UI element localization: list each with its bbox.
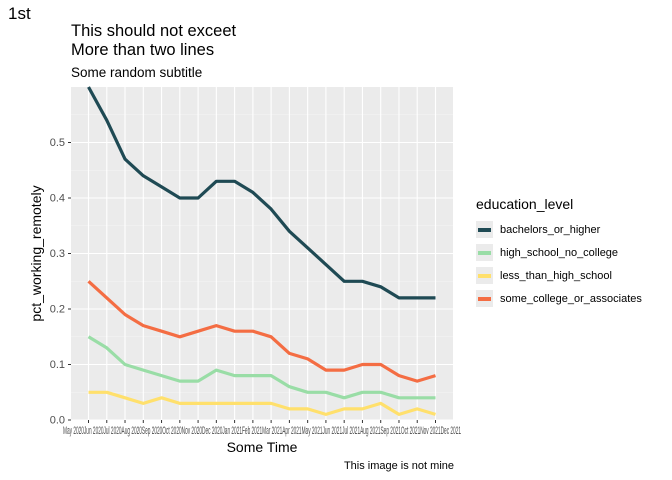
legend-line-swatch [478, 274, 491, 278]
legend-key [476, 290, 493, 307]
legend-items: bachelors_or_higher high_school_no_colleg… [476, 218, 642, 310]
x-axis-title: Some Time [227, 439, 298, 455]
y-tick-label: 0.4 [50, 193, 65, 205]
legend-title: education_level [476, 196, 574, 212]
y-tick-label: 0.2 [50, 304, 65, 316]
y-tick-label: 0.1 [50, 359, 65, 371]
legend-item-some_college_or_associates: some_college_or_associates [476, 287, 642, 310]
legend-item-less_than_high_school: less_than_high_school [476, 264, 642, 287]
legend-key [476, 244, 493, 261]
y-tick-label: 0.0 [50, 415, 65, 427]
series-line-bachelors_or_higher [87, 86, 436, 300]
legend-label: less_than_high_school [500, 269, 612, 282]
y-tick-label: 0.3 [50, 248, 65, 260]
series-line-high_school_no_college [87, 335, 436, 400]
chart-caption: This image is not mine [343, 460, 454, 472]
y-axis-title: pct_working_remotely [28, 185, 44, 321]
series-line-less_than_high_school [88, 390, 436, 416]
legend-key [476, 267, 493, 284]
y-tick-label: 0.5 [50, 137, 65, 149]
legend-line-swatch [478, 297, 491, 301]
legend-label: some_college_or_associates [500, 292, 642, 305]
figure-tag: 1st [8, 4, 31, 23]
legend-line-swatch [478, 228, 491, 232]
legend-line-swatch [478, 251, 491, 255]
legend-item-high_school_no_college: high_school_no_college [476, 241, 642, 264]
chart-subtitle: Some random subtitle [71, 65, 203, 80]
x-tick-labels: May 2020Jun 2020Jul 2020Aug 2020Sep 2020… [63, 425, 461, 437]
legend-label: high_school_no_college [500, 246, 619, 259]
chart-title: This should not exceet More than two lin… [71, 22, 237, 59]
series-line-some_college_or_associates [87, 280, 436, 383]
legend: education_level bachelors_or_higher high_… [476, 196, 642, 310]
legend-key [476, 221, 493, 238]
legend-label: bachelors_or_higher [500, 223, 601, 236]
legend-item-bachelors_or_higher: bachelors_or_higher [476, 218, 642, 241]
